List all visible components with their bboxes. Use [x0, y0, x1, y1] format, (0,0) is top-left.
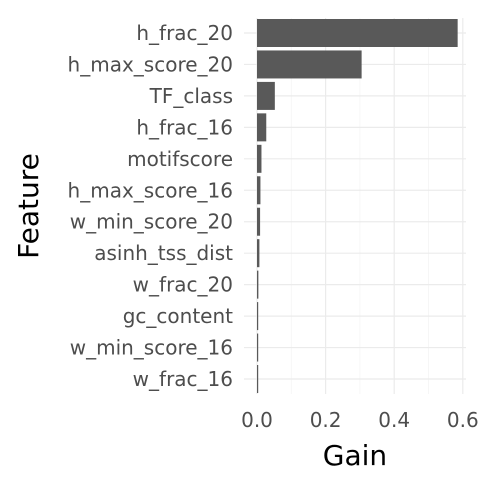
bar [257, 270, 259, 299]
x-tick-label: 0.2 [310, 408, 342, 432]
y-tick-label: gc_content [123, 304, 233, 328]
y-tick-labels: h_frac_20 h_max_score_20 TF_class h_frac_16… [68, 21, 234, 391]
x-tick-label: 0.0 [241, 408, 273, 432]
y-tick-label: h_max_score_16 [68, 178, 233, 202]
bars [257, 19, 458, 393]
x-tick-label: 0.4 [378, 408, 410, 432]
grid [244, 18, 466, 394]
y-tick-label: w_min_score_16 [70, 336, 233, 360]
x-axis-title: Gain [323, 439, 387, 472]
bar [257, 333, 259, 362]
bar [257, 113, 267, 142]
y-axis-title: Feature [12, 153, 45, 259]
bar [257, 50, 362, 79]
y-tick-label: TF_class [149, 84, 233, 108]
x-tick-labels: 0.0 0.2 0.4 0.6 [241, 408, 479, 432]
y-tick-label: w_frac_16 [133, 367, 233, 391]
y-tick-label: asinh_tss_dist [94, 241, 233, 265]
bar [257, 302, 259, 331]
y-tick-label: h_frac_16 [136, 115, 233, 139]
bar [257, 144, 262, 173]
y-tick-label: h_frac_20 [136, 21, 233, 45]
y-tick-label: w_frac_20 [133, 273, 233, 297]
y-tick-label: w_min_score_20 [70, 210, 233, 234]
bar [257, 176, 261, 205]
x-tick-label: 0.6 [447, 408, 479, 432]
y-tick-label: motifscore [127, 147, 233, 171]
bar [257, 207, 261, 236]
bar [257, 239, 260, 268]
bar [257, 81, 275, 110]
bar [257, 365, 259, 393]
y-tick-label: h_max_score_20 [68, 52, 233, 76]
bar [257, 19, 458, 47]
